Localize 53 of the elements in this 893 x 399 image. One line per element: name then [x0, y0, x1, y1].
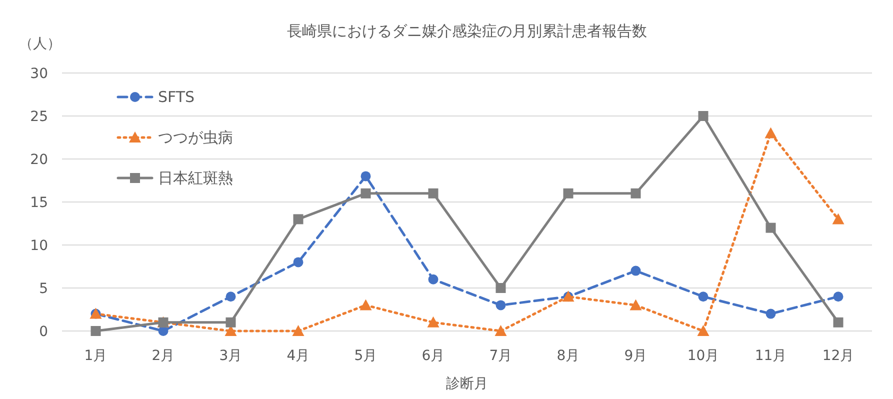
- point: [293, 214, 304, 224]
- y-tick-label: 0: [39, 324, 48, 340]
- chart-title: 長崎県におけるダニ媒介感染症の月別累計患者報告数: [287, 22, 647, 40]
- x-tick-label: 11月: [754, 348, 787, 364]
- point: [428, 274, 438, 284]
- point: [630, 188, 641, 198]
- point: [360, 171, 371, 182]
- point: [360, 188, 371, 198]
- legend-label: つつが虫病: [158, 128, 233, 146]
- y-axis-title: （人）: [19, 36, 61, 52]
- legend-label: SFTS: [158, 88, 195, 106]
- y-tick-label: 25: [30, 109, 48, 125]
- point: [766, 308, 776, 319]
- x-tick-label: 7月: [489, 348, 512, 364]
- y-tick-label: 20: [30, 152, 48, 168]
- point: [832, 213, 844, 224]
- point: [563, 188, 574, 198]
- point: [360, 299, 372, 310]
- point: [226, 317, 236, 328]
- point: [226, 292, 236, 302]
- point: [698, 292, 708, 302]
- x-tick-label: 9月: [624, 348, 648, 364]
- point: [766, 222, 776, 233]
- point: [764, 127, 777, 138]
- x-tick-label: 12月: [822, 348, 854, 364]
- point: [833, 317, 844, 328]
- y-tick-label: 15: [30, 195, 48, 211]
- point: [698, 111, 708, 121]
- point: [292, 325, 304, 336]
- point: [428, 188, 438, 198]
- point: [496, 300, 506, 310]
- point: [90, 326, 101, 336]
- x-tick-label: 10月: [687, 348, 720, 364]
- point: [630, 266, 641, 276]
- x-axis-title: 診断月: [446, 376, 488, 392]
- point: [697, 325, 710, 336]
- point: [293, 257, 304, 268]
- point: [427, 316, 440, 328]
- y-tick-label: 5: [39, 281, 48, 297]
- point: [496, 283, 506, 293]
- point: [833, 292, 844, 302]
- x-tick-label: 8月: [556, 348, 580, 364]
- point: [630, 299, 642, 310]
- x-tick-label: 3月: [219, 348, 242, 364]
- legend-label: 日本紅斑熱: [158, 169, 233, 187]
- x-tick-label: 4月: [286, 348, 310, 364]
- point: [494, 325, 507, 336]
- y-tick-label: 10: [30, 238, 48, 254]
- x-tick-label: 2月: [152, 348, 175, 364]
- x-tick-label: 6月: [422, 348, 445, 364]
- x-tick-label: 5月: [354, 348, 378, 364]
- y-tick-label: 30: [30, 66, 48, 82]
- x-tick-label: 1月: [84, 348, 108, 364]
